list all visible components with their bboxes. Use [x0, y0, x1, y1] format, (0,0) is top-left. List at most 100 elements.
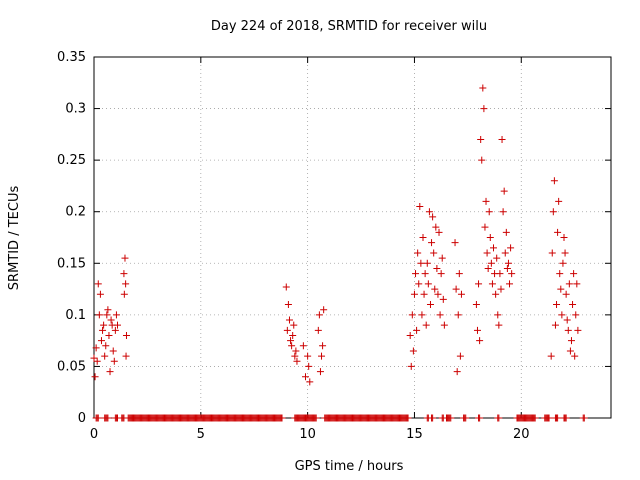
- data-point: [409, 347, 417, 355]
- data-point: [293, 357, 301, 365]
- data-point: [507, 244, 515, 252]
- data-point: [565, 280, 573, 288]
- data-point: [580, 414, 588, 422]
- data-point: [416, 203, 424, 211]
- data-point: [114, 321, 121, 329]
- y-tick-label: 0.25: [57, 153, 86, 168]
- data-point: [122, 352, 130, 360]
- data-point: [319, 342, 327, 350]
- data-point: [315, 311, 323, 319]
- data-point: [93, 357, 101, 365]
- data-point: [120, 270, 128, 278]
- data-point: [573, 280, 581, 288]
- data-point: [506, 280, 514, 288]
- data-point: [451, 239, 459, 247]
- data-point: [287, 337, 295, 345]
- data-point: [320, 306, 328, 314]
- y-tick-label: 0.2: [65, 205, 86, 220]
- data-point: [431, 285, 439, 293]
- data-point: [96, 290, 104, 298]
- data-point: [472, 301, 480, 309]
- data-point: [406, 331, 414, 339]
- data-point: [556, 270, 564, 278]
- data-point: [432, 223, 440, 231]
- data-point: [545, 414, 553, 422]
- data-point: [553, 301, 561, 309]
- data-point: [478, 156, 486, 164]
- data-point: [557, 285, 565, 293]
- data-point: [475, 280, 483, 288]
- data-point: [572, 311, 580, 319]
- data-point: [485, 208, 493, 216]
- data-point: [285, 316, 293, 324]
- data-point: [497, 285, 505, 293]
- data-point: [500, 187, 508, 195]
- grid-layer: [94, 57, 611, 418]
- data-point: [479, 84, 487, 92]
- data-point: [423, 259, 431, 267]
- data-point: [483, 249, 491, 257]
- data-point: [499, 208, 507, 216]
- x-tick-label: 15: [406, 427, 423, 442]
- data-point: [417, 259, 425, 267]
- data-point: [97, 337, 105, 345]
- data-point: [424, 280, 432, 288]
- data-point: [94, 414, 102, 422]
- data-point: [495, 414, 503, 422]
- data-point: [429, 414, 437, 422]
- data-point: [486, 234, 494, 241]
- data-point: [94, 280, 102, 288]
- y-axis-label: SRMTID / TECUs: [7, 186, 22, 291]
- data-point: [100, 321, 108, 329]
- data-point: [418, 311, 426, 319]
- data-point: [430, 249, 438, 257]
- data-point: [305, 362, 313, 370]
- data-point: [456, 352, 464, 360]
- data-point: [473, 326, 481, 334]
- data-point: [569, 301, 577, 309]
- data-point: [306, 378, 314, 386]
- data-point: [91, 373, 99, 381]
- data-point: [548, 249, 556, 257]
- data-point: [494, 311, 502, 319]
- data-point: [92, 344, 100, 352]
- y-tick-label: 0.05: [57, 359, 86, 374]
- data-point: [482, 197, 490, 205]
- data-point: [283, 326, 291, 334]
- data-point: [419, 234, 427, 241]
- data-point: [570, 270, 578, 278]
- data-point: [318, 352, 326, 360]
- data-point: [504, 259, 512, 267]
- data-point: [107, 316, 115, 324]
- y-tick-label: 0.1: [65, 308, 86, 323]
- data-point: [503, 264, 511, 272]
- x-axis-label: GPS time / hours: [295, 459, 404, 474]
- data-point: [562, 414, 570, 422]
- data-point: [425, 208, 433, 216]
- data-point: [412, 270, 420, 278]
- data-point: [508, 270, 516, 278]
- data-point: [304, 352, 312, 360]
- x-tick-label: 0: [90, 427, 98, 442]
- plot-frame: [93, 56, 612, 419]
- data-point: [439, 295, 447, 303]
- data-point: [496, 270, 504, 278]
- data-point: [438, 254, 446, 262]
- data-point: [554, 414, 562, 422]
- data-point: [488, 280, 496, 288]
- data-point: [560, 234, 568, 241]
- mark-layer: [90, 84, 588, 422]
- data-point: [447, 414, 455, 422]
- data-point: [492, 290, 500, 298]
- data-point: [502, 228, 510, 236]
- data-point: [562, 290, 570, 298]
- data-point: [487, 259, 495, 267]
- data-point: [436, 311, 444, 319]
- data-point: [531, 414, 539, 422]
- data-point: [282, 283, 290, 291]
- data-point: [498, 136, 506, 144]
- data-point: [435, 228, 443, 236]
- data-point: [104, 414, 112, 422]
- data-point: [476, 337, 484, 345]
- data-point: [493, 254, 501, 262]
